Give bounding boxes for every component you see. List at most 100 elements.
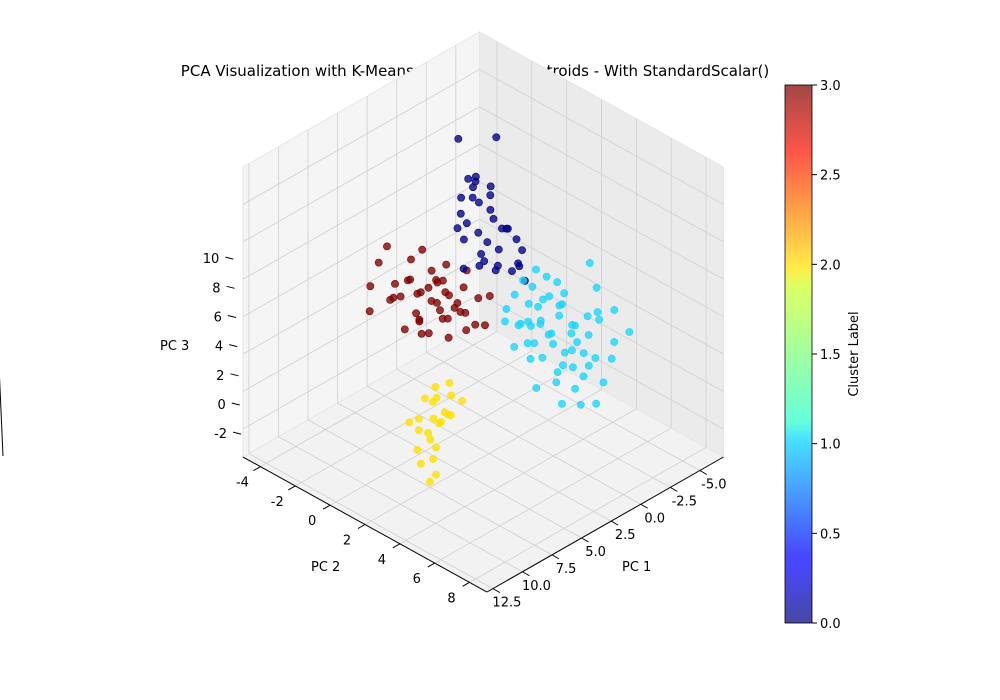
y-tick-mark (392, 543, 401, 549)
colorbar-gradient (785, 85, 812, 623)
z-tick-label: 4 (215, 340, 223, 355)
data-point-cluster-0 (480, 257, 489, 265)
data-point-cluster-2 (445, 379, 454, 387)
data-point-cluster-1 (610, 338, 619, 346)
y-tick-label: 2 (343, 534, 351, 549)
data-point-cluster-1 (532, 384, 541, 392)
data-point-cluster-1 (585, 259, 594, 267)
z-tick-mark (225, 256, 234, 260)
colorbar-tick-label: 2.5 (820, 169, 841, 184)
data-point-cluster-0 (486, 182, 495, 191)
x-tick-label: 5.0 (585, 545, 606, 560)
x-tick-mark (670, 486, 678, 492)
x-tick-label: -2.5 (672, 494, 697, 509)
data-point-cluster-2 (432, 443, 441, 452)
data-point-cluster-3 (442, 260, 451, 269)
z-gridline-right (242, 181, 480, 318)
data-point-cluster-1 (599, 378, 608, 387)
data-point-cluster-2 (429, 414, 438, 423)
z-tick-mark (229, 344, 238, 348)
y-tick-label: 8 (447, 591, 455, 606)
data-point-cluster-0 (486, 191, 495, 200)
z-axis-label: PC 3 (160, 339, 189, 354)
z-tick-mark (231, 402, 240, 406)
x-tick-mark (522, 571, 530, 577)
y-gridline-floor (434, 427, 672, 564)
data-point-cluster-1 (530, 339, 539, 347)
data-point-cluster-3 (412, 309, 420, 318)
y-tick-mark (253, 466, 261, 472)
data-point-cluster-3 (416, 288, 425, 297)
z-tick-mark (226, 285, 235, 289)
data-point-cluster-1 (549, 340, 557, 348)
data-point-cluster-1 (625, 328, 634, 336)
data-point-cluster-3 (365, 307, 374, 316)
data-point-cluster-1 (567, 329, 576, 338)
data-point-cluster-1 (571, 384, 579, 393)
data-point-cluster-2 (424, 429, 432, 437)
x-tick-mark (610, 520, 619, 526)
data-point-cluster-1 (576, 400, 585, 409)
data-point-cluster-0 (459, 235, 468, 244)
data-point-cluster-0 (474, 228, 483, 237)
data-point-cluster-0 (475, 261, 484, 270)
data-point-cluster-1 (502, 305, 511, 313)
x-tick-mark (492, 588, 501, 594)
data-point-cluster-3 (436, 306, 444, 315)
data-point-cluster-0 (489, 214, 498, 223)
data-point-cluster-1 (573, 338, 581, 346)
data-point-cluster-3 (438, 276, 447, 285)
x-axis-label: PC 1 (622, 560, 651, 575)
colorbar-tick-label: 2.0 (820, 258, 841, 273)
z-gridline-right (242, 143, 480, 280)
z-tick-label: 6 (214, 310, 222, 325)
data-point-cluster-0 (462, 219, 471, 228)
data-point-cluster-1 (528, 282, 537, 291)
data-point-cluster-1 (560, 348, 569, 357)
data-point-cluster-1 (516, 319, 525, 328)
data-point-cluster-1 (569, 363, 577, 372)
y-tick-label: 4 (378, 553, 386, 568)
data-point-cluster-2 (414, 426, 423, 435)
data-point-cluster-2 (429, 455, 437, 463)
data-point-cluster-3 (391, 279, 399, 288)
x-tick-label: -5.0 (701, 478, 726, 493)
y-gridline-floor (364, 389, 602, 525)
data-point-cluster-0 (477, 250, 485, 258)
y-gridline-floor (329, 369, 567, 506)
data-point-cluster-2 (440, 408, 449, 417)
z-gridline-left (479, 218, 724, 355)
data-point-cluster-1 (591, 354, 600, 362)
data-point-cluster-1 (579, 349, 588, 357)
data-point-cluster-2 (432, 470, 440, 479)
z-tick-label: 0 (217, 398, 225, 413)
y-tick-label: 6 (413, 572, 421, 587)
data-point-cluster-1 (536, 316, 545, 325)
colorbar-tick-label: 3.0 (820, 79, 841, 94)
data-point-cluster-3 (453, 299, 462, 307)
data-point-cluster-2 (426, 435, 435, 444)
data-point-cluster-1 (545, 292, 554, 301)
data-point-cluster-1 (558, 399, 566, 408)
data-point-cluster-2 (437, 418, 445, 426)
z-gridline-left (479, 181, 724, 318)
data-point-cluster-3 (462, 326, 471, 334)
y-tick-label: 0 (308, 514, 316, 529)
data-point-cluster-1 (524, 299, 533, 308)
y-tick-mark (322, 504, 331, 510)
data-point-cluster-1 (519, 276, 527, 285)
z-gridline-right (242, 69, 480, 205)
axes-panes (241, 31, 725, 593)
data-point-cluster-0 (486, 205, 495, 214)
data-point-cluster-1 (539, 295, 547, 304)
data-point-cluster-1 (592, 283, 601, 292)
data-point-cluster-0 (512, 235, 521, 244)
z-gridline-left (479, 293, 724, 430)
x-axis-line (486, 456, 724, 593)
data-point-cluster-1 (592, 399, 601, 408)
data-point-cluster-2 (416, 459, 425, 468)
data-point-cluster-2 (426, 477, 434, 486)
data-point-cluster-0 (456, 209, 465, 218)
colorbar-label: Cluster Label (847, 311, 862, 396)
data-point-cluster-0 (459, 264, 468, 273)
